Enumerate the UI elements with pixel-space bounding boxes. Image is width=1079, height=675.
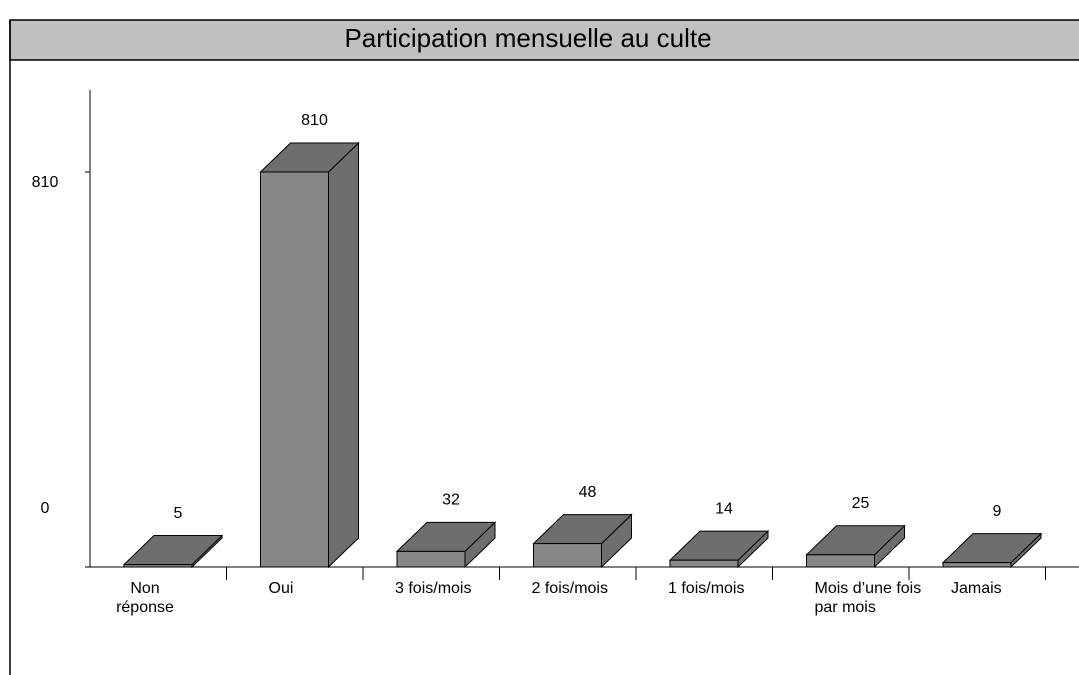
bar-top (941, 533, 1043, 564)
bar-front (806, 554, 875, 568)
y-tick-label: 810 (32, 174, 59, 191)
bar-front (260, 171, 329, 568)
bar-side (328, 141, 359, 569)
bar (395, 521, 497, 569)
x-tick-label: Non réponse (116, 580, 174, 616)
value-label: 48 (579, 484, 597, 501)
bar (668, 529, 770, 569)
chart-title: Participation mensuelle au culte (344, 23, 711, 53)
x-tick-label: 1 fois/mois (668, 580, 745, 597)
value-label: 25 (852, 495, 870, 512)
value-label: 32 (442, 492, 460, 509)
value-label: 5 (174, 505, 183, 522)
value-label: 9 (993, 503, 1002, 520)
bar (805, 524, 906, 569)
x-tick-label: Oui (268, 580, 294, 597)
x-tick-label: 2 fois/mois (531, 580, 608, 597)
bar-front (396, 550, 466, 568)
bar (532, 513, 633, 569)
y-tick-label: 0 (41, 500, 50, 517)
x-tick-label: 3 fois/mois (395, 580, 472, 597)
x-tick-label: Mois d’une fois par mois (814, 580, 922, 616)
value-label: 14 (715, 500, 733, 517)
bar-front (533, 543, 602, 568)
bar (122, 534, 224, 569)
bar-top (668, 530, 770, 561)
bar (941, 532, 1043, 569)
bar-front (669, 559, 739, 568)
bar-front (123, 564, 193, 568)
bar-top (122, 535, 224, 566)
bar (259, 141, 360, 569)
bar-front (942, 562, 1012, 568)
x-tick-label: Jamais (951, 580, 1002, 597)
value-label: 810 (301, 112, 328, 129)
